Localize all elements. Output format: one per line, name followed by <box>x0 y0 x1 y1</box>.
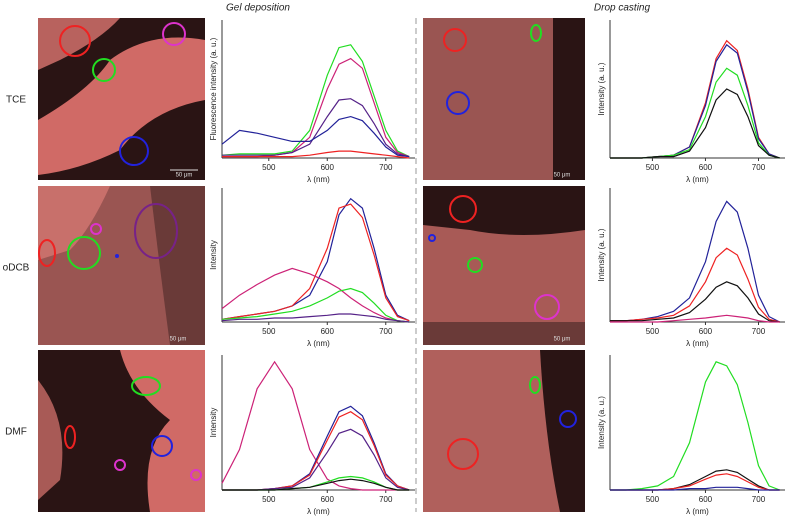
x-tick-label: 600 <box>321 495 335 504</box>
series-line <box>221 287 410 323</box>
series-line <box>222 411 410 491</box>
series-line <box>222 98 410 158</box>
x-axis-label: λ (nm) <box>686 339 709 348</box>
x-tick-label: 700 <box>379 163 393 172</box>
x-tick-label: 600 <box>321 163 335 172</box>
x-axis-label: λ (nm) <box>307 339 330 348</box>
y-axis-label: Intensity (a. u.) <box>597 228 606 281</box>
series-line <box>221 203 410 322</box>
series-line <box>221 197 410 322</box>
series-line <box>221 313 410 323</box>
x-tick-label: 600 <box>321 327 335 336</box>
series-line <box>222 150 410 159</box>
x-tick-label: 700 <box>379 495 393 504</box>
y-axis-label: Intensity (a. u.) <box>597 396 606 449</box>
x-axis-label: λ (nm) <box>307 175 330 184</box>
x-tick-label: 500 <box>262 327 276 336</box>
x-axis-label: λ (nm) <box>686 507 709 516</box>
micrograph <box>423 186 585 345</box>
series-line <box>610 247 780 323</box>
series-line <box>222 405 410 491</box>
series-line <box>610 486 780 491</box>
x-tick-label: 600 <box>699 163 713 172</box>
scale-bar-label: 50 μm <box>176 173 193 179</box>
series-line <box>610 88 780 159</box>
series-line <box>610 200 780 323</box>
series-line <box>222 478 410 491</box>
y-axis-label: Fluorescence intensity (a. u.) <box>209 37 218 140</box>
x-tick-label: 700 <box>379 327 393 336</box>
series-line <box>221 360 410 491</box>
x-tick-label: 500 <box>646 327 660 336</box>
y-axis-label: Intensity <box>209 240 218 270</box>
row-label: TCE <box>6 95 26 106</box>
scale-bar-label: 50 μm <box>554 173 571 179</box>
scale-bar-label: 50 μm <box>554 337 571 343</box>
series-line <box>221 44 410 158</box>
micrograph <box>423 350 585 512</box>
series-line <box>610 361 780 491</box>
series-line <box>610 281 780 323</box>
row-label: oDCB <box>3 263 30 274</box>
micrograph <box>38 350 205 512</box>
x-tick-label: 500 <box>646 495 660 504</box>
series-line <box>610 39 780 159</box>
x-tick-label: 500 <box>646 163 660 172</box>
series-line <box>221 267 410 323</box>
y-axis-label: Intensity (a. u.) <box>597 62 606 115</box>
x-tick-label: 700 <box>752 495 766 504</box>
micrograph <box>423 18 585 180</box>
series-line <box>222 475 410 491</box>
x-tick-label: 600 <box>699 495 713 504</box>
micrograph <box>38 18 205 180</box>
x-axis-label: λ (nm) <box>307 507 330 516</box>
x-axis-label: λ (nm) <box>686 175 709 184</box>
scale-bar-label: 50 μm <box>170 337 187 343</box>
x-tick-label: 500 <box>262 163 276 172</box>
micrograph <box>38 186 205 345</box>
series-line <box>610 469 780 491</box>
column-title: Gel deposition <box>226 3 290 14</box>
x-tick-label: 600 <box>699 327 713 336</box>
series-line <box>221 115 410 158</box>
y-axis-label: Intensity <box>209 408 218 438</box>
row-label: DMF <box>5 427 27 438</box>
x-tick-label: 500 <box>262 495 276 504</box>
x-tick-label: 700 <box>752 327 766 336</box>
x-tick-label: 700 <box>752 163 766 172</box>
series-line <box>610 314 780 323</box>
series-line <box>610 67 780 159</box>
column-title: Drop casting <box>594 3 651 14</box>
series-line <box>610 43 780 159</box>
